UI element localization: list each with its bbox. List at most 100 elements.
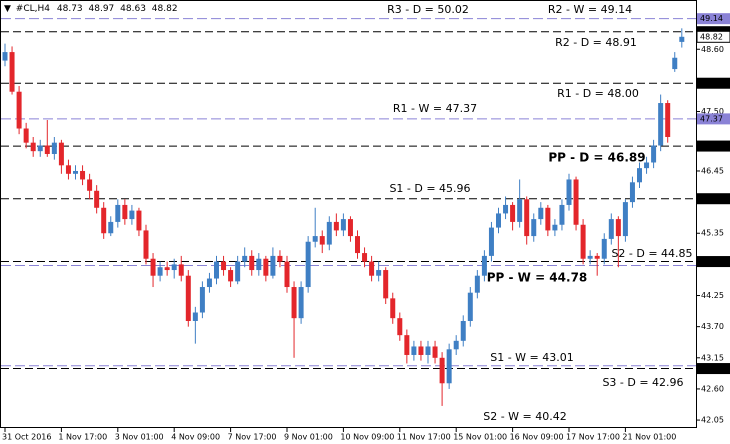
candle-body: [178, 264, 184, 276]
candle-body: [637, 168, 642, 183]
candle-body: [404, 335, 410, 355]
axis-box: [697, 13, 730, 25]
candle-body: [580, 224, 586, 259]
candle-body: [333, 221, 339, 231]
candle-body: [453, 340, 459, 350]
pivot-lines: [1, 18, 696, 370]
candle-body: [601, 238, 607, 259]
candle-body: [376, 270, 382, 276]
candle-body: [326, 221, 332, 245]
candle-body: [242, 255, 248, 262]
y-tick-label: 47.50: [701, 107, 724, 116]
high: 48.97: [89, 4, 115, 14]
pivot-label: R1 - W = 47.37: [393, 102, 477, 115]
candle-body: [37, 145, 43, 152]
y-tick-label: 43.70: [701, 322, 724, 331]
candle-body: [221, 261, 227, 271]
candle-body: [355, 236, 360, 254]
axis-box-label: 46.89: [700, 142, 723, 151]
candle-body: [206, 278, 212, 288]
candle-body: [73, 170, 78, 174]
axis-box: [697, 113, 730, 125]
candle-body: [552, 224, 558, 231]
candles: [2, 28, 685, 406]
y-tick-label: 42.05: [701, 416, 724, 425]
axis-box: [697, 256, 730, 268]
candle-body: [65, 165, 71, 174]
pivot-labels: R3 - D = 50.02 R2 - W = 49.14 R2 - D = 48.…: [387, 3, 692, 423]
candle-body: [481, 255, 487, 276]
candle-body: [129, 210, 135, 220]
x-tick-label: 10 Nov 09:00: [340, 433, 394, 442]
axis-box: [697, 363, 730, 375]
x-tick-label: 16 Nov 09:00: [510, 433, 564, 442]
candle-body: [524, 199, 530, 237]
candle-body: [136, 210, 142, 231]
axis-box-label: 49.14: [700, 14, 723, 23]
candle-body: [517, 199, 523, 222]
open: 48.73: [57, 4, 83, 14]
x-tick-label: 4 Nov 09:00: [171, 433, 220, 442]
pivot-label: S2 - D = 44.85: [611, 247, 692, 260]
candle-body: [80, 170, 86, 180]
candle-body: [143, 230, 149, 259]
axis-box: [697, 140, 730, 152]
candle-body: [573, 179, 579, 225]
candle-body: [587, 255, 593, 259]
candle-body: [679, 36, 685, 42]
candle-body: [566, 179, 572, 205]
candle-body: [644, 162, 650, 169]
candle-body: [312, 236, 318, 242]
candle-body: [439, 357, 445, 384]
pivot-label: R3 - D = 50.02: [387, 3, 469, 16]
candle-body: [622, 202, 628, 237]
y-tick-label: 43.15: [701, 353, 724, 362]
candle-body: [319, 236, 325, 245]
x-tick-label: 9 Nov 01:00: [284, 433, 333, 442]
candle-body: [531, 219, 537, 237]
candle-body: [298, 287, 304, 319]
x-tick-label: 11 Nov 17:00: [397, 433, 451, 442]
candle-body: [87, 179, 93, 191]
candle-body: [115, 204, 121, 222]
candle-body: [277, 255, 283, 262]
x-tick-label: 21 Nov 01:00: [622, 433, 676, 442]
candle-body: [347, 219, 353, 237]
candle-body: [101, 207, 107, 234]
candle-body: [9, 52, 15, 92]
axis-box-label: 48.00: [700, 79, 723, 88]
candle-body: [305, 241, 311, 288]
candle-body: [30, 142, 36, 152]
candle-body: [665, 103, 671, 138]
y-tick-label: 46.45: [701, 166, 724, 175]
candle-body: [488, 227, 494, 256]
candle-body: [594, 255, 600, 259]
close: 48.82: [152, 4, 178, 14]
candle-body: [270, 255, 276, 276]
candle-body: [629, 182, 635, 203]
low: 48.63: [120, 4, 146, 14]
candle-body: [44, 145, 50, 154]
candle-body: [397, 318, 403, 336]
price-box-label: 48.82: [700, 32, 723, 41]
candle-body: [362, 253, 368, 262]
pivot-label: PP - D = 46.89: [548, 151, 645, 165]
candle-body: [390, 298, 396, 319]
candle-body: [340, 219, 346, 231]
y-tick-label: 44.25: [701, 291, 724, 300]
candle-body: [425, 346, 431, 355]
pivot-label: S1 - W = 43.01: [490, 351, 574, 364]
symbol: #CL,H4: [16, 4, 50, 14]
candle-body: [467, 292, 473, 321]
x-tick-label: 15 Nov 01:00: [453, 433, 507, 442]
axis-box: [697, 193, 730, 205]
y-tick-label: 42.60: [701, 384, 724, 393]
candle-body: [658, 103, 664, 146]
candle-body: [23, 128, 29, 143]
pivot-label: R2 - D = 48.91: [555, 36, 637, 49]
pivot-label: R2 - W = 49.14: [548, 3, 632, 16]
axis-box-label: 47.37: [700, 114, 723, 123]
header: ▼ #CL,H4 48.73 48.97 48.63 48.82: [4, 4, 178, 14]
